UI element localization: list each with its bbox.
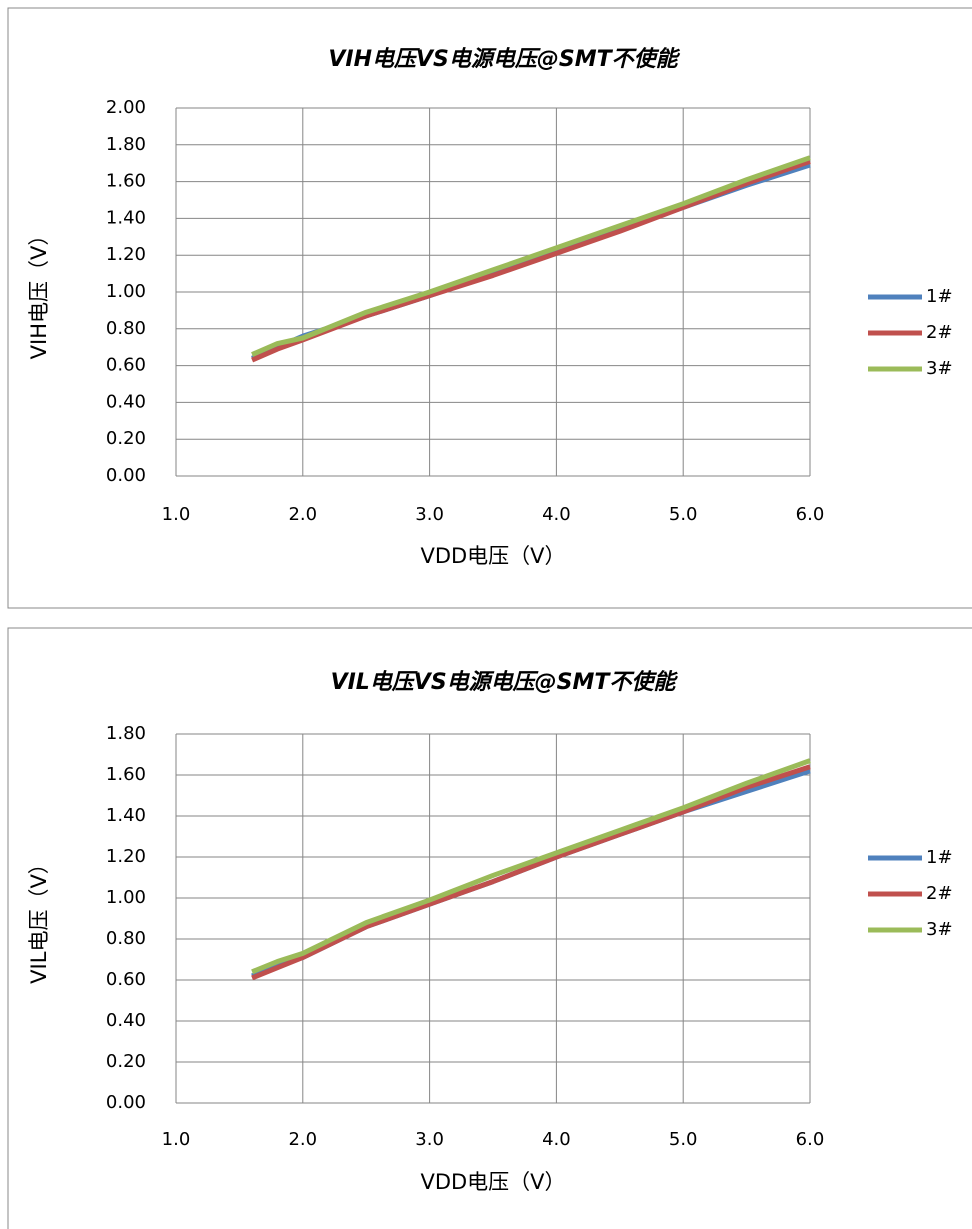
x-axis-title: VDD电压（V） bbox=[420, 544, 565, 568]
y-tick-label: 0.20 bbox=[106, 1051, 146, 1072]
y-tick-label: 0.00 bbox=[106, 465, 146, 486]
series-line bbox=[251, 758, 811, 975]
y-tick-label: 1.80 bbox=[106, 723, 146, 744]
chart-title: VIL电压VS电源电压@SMT不使能 bbox=[331, 669, 679, 695]
x-tick-label: 1.0 bbox=[162, 504, 191, 525]
series-line bbox=[251, 155, 811, 357]
legend-label: 2# bbox=[926, 883, 953, 904]
x-tick-label: 4.0 bbox=[542, 1129, 571, 1150]
y-tick-label: 1.00 bbox=[106, 281, 146, 302]
x-tick-label: 2.0 bbox=[288, 1129, 317, 1150]
x-tick-label: 5.0 bbox=[669, 1129, 698, 1150]
legend-label: 2# bbox=[926, 322, 953, 343]
y-tick-label: 1.80 bbox=[106, 134, 146, 155]
y-tick-label: 1.60 bbox=[106, 764, 146, 785]
y-tick-label: 1.40 bbox=[106, 805, 146, 826]
y-axis-title: VIH电压（V） bbox=[27, 225, 51, 360]
legend-label: 1# bbox=[926, 286, 953, 307]
y-tick-label: 0.20 bbox=[106, 428, 146, 449]
series-line bbox=[251, 768, 811, 979]
chart-title: VIH电压VS电源电压@SMT不使能 bbox=[328, 46, 680, 72]
x-tick-label: 5.0 bbox=[669, 504, 698, 525]
x-tick-label: 3.0 bbox=[415, 1129, 444, 1150]
series-line bbox=[251, 764, 811, 981]
y-tick-label: 0.40 bbox=[106, 1010, 146, 1031]
y-tick-label: 2.00 bbox=[106, 97, 146, 118]
y-tick-label: 1.40 bbox=[106, 207, 146, 228]
chart-frame bbox=[7, 627, 972, 1229]
x-tick-label: 1.0 bbox=[162, 1129, 191, 1150]
x-tick-label: 4.0 bbox=[542, 504, 571, 525]
x-tick-label: 6.0 bbox=[796, 504, 825, 525]
chart-frame bbox=[7, 7, 972, 609]
y-tick-label: 0.00 bbox=[106, 1092, 146, 1113]
y-tick-label: 1.20 bbox=[106, 244, 146, 265]
y-tick-label: 0.60 bbox=[106, 355, 146, 376]
x-axis-title: VDD电压（V） bbox=[420, 1170, 565, 1194]
legend-label: 3# bbox=[926, 919, 953, 940]
y-tick-label: 1.20 bbox=[106, 846, 146, 867]
y-axis-title: VIL电压（V） bbox=[27, 853, 51, 984]
y-tick-label: 0.40 bbox=[106, 391, 146, 412]
y-tick-label: 1.00 bbox=[106, 887, 146, 908]
y-tick-label: 0.80 bbox=[106, 318, 146, 339]
x-tick-label: 2.0 bbox=[288, 504, 317, 525]
x-tick-label: 6.0 bbox=[796, 1129, 825, 1150]
legend-label: 3# bbox=[926, 358, 953, 379]
x-tick-label: 3.0 bbox=[415, 504, 444, 525]
series-line bbox=[251, 158, 811, 363]
y-tick-label: 1.60 bbox=[106, 171, 146, 192]
y-tick-label: 0.60 bbox=[106, 969, 146, 990]
legend-label: 1# bbox=[926, 847, 953, 868]
y-tick-label: 0.80 bbox=[106, 928, 146, 949]
